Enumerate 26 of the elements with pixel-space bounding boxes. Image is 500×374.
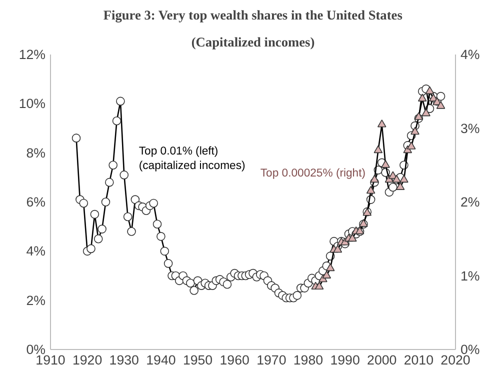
x-tick-label: 1950 [182,352,213,368]
y-tick-label: 8% [26,145,46,160]
chart-title: Figure 3: Very top wealth shares in the United States [103,8,402,22]
x-tick-label: 1910 [36,352,66,368]
x-tick-label: 2020 [440,352,470,368]
x-tick-label: 1990 [330,352,360,368]
y-tick-label: 12% [18,47,46,62]
series-label: Top 0.01% (left) (capitalized incomes) [138,145,246,172]
x-tick-label: 1960 [220,352,250,368]
y2-tick-label: 4% [460,47,480,62]
y-tick-label: 2% [26,292,46,308]
x-tick-label: 2010 [404,352,434,368]
y2-tick-label: 2% [460,194,480,210]
series-label: Top 0.00025% (right) [260,168,366,180]
chart-subtitle: (Capitalized incomes) [191,34,315,50]
x-tick-label: 2000 [367,352,397,368]
y-tick-label: 10% [18,96,46,112]
x-tick-label: 1970 [256,352,286,368]
y-tick-label: 4% [26,244,46,259]
x-tick-label: 1980 [293,352,324,368]
x-tick-label: 1920 [72,352,102,368]
y2-tick-label: 1% [460,268,480,284]
x-tick-label: 1940 [146,352,176,368]
y-tick-label: 6% [26,194,46,210]
x-tick-label: 1930 [109,352,139,368]
y2-tick-label: 3% [460,120,480,136]
